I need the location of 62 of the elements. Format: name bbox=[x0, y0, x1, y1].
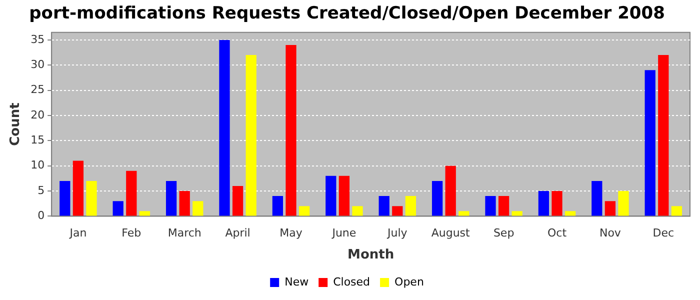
bar bbox=[592, 180, 602, 216]
legend-label: Closed bbox=[333, 275, 370, 288]
bar bbox=[192, 201, 204, 216]
x-tick-label: Dec bbox=[652, 226, 674, 240]
y-tick-label: 5 bbox=[38, 184, 45, 197]
bar bbox=[126, 170, 137, 216]
x-tick-label: August bbox=[431, 226, 471, 240]
bar bbox=[432, 180, 443, 216]
bar bbox=[352, 206, 363, 216]
bar bbox=[538, 191, 550, 216]
y-tick-label: 0 bbox=[38, 209, 45, 222]
bar bbox=[671, 206, 682, 216]
bar bbox=[139, 211, 150, 216]
bar bbox=[72, 160, 84, 216]
bar bbox=[564, 211, 576, 216]
bar bbox=[179, 191, 190, 216]
x-tick-label: June bbox=[331, 226, 356, 240]
bar bbox=[272, 196, 284, 216]
y-tick-label: 35 bbox=[30, 32, 45, 46]
y-tick-label: 20 bbox=[30, 108, 45, 122]
bar bbox=[86, 180, 97, 216]
chart-title: port-modifications Requests Created/Closed/Open December 2008 bbox=[29, 4, 665, 24]
bar bbox=[219, 40, 230, 216]
bar bbox=[644, 70, 656, 216]
x-tick-label: July bbox=[386, 226, 408, 240]
y-tick-label: 10 bbox=[30, 158, 45, 172]
bar bbox=[392, 206, 403, 216]
bar bbox=[512, 211, 522, 216]
y-tick-label: 15 bbox=[30, 134, 45, 147]
bar bbox=[618, 191, 629, 216]
x-tick-label: Sep bbox=[493, 226, 514, 240]
bar bbox=[405, 196, 416, 216]
x-axis-title: Month bbox=[348, 248, 394, 263]
bar bbox=[112, 201, 124, 216]
bar bbox=[232, 186, 244, 216]
bar bbox=[445, 166, 456, 216]
bar bbox=[378, 196, 390, 216]
x-tick-label: Feb bbox=[122, 226, 142, 240]
x-tick-label: Oct bbox=[547, 226, 568, 240]
y-tick-label: 25 bbox=[30, 83, 45, 96]
x-tick-label: April bbox=[225, 226, 250, 240]
legend-label: New bbox=[284, 275, 309, 288]
bar bbox=[604, 201, 616, 216]
x-tick-label: Jan bbox=[68, 226, 87, 240]
bar bbox=[658, 55, 669, 216]
bar bbox=[286, 44, 296, 216]
x-tick-label: Nov bbox=[599, 226, 622, 240]
bar bbox=[552, 191, 562, 216]
bar bbox=[298, 206, 310, 216]
bar bbox=[498, 196, 510, 216]
x-tick-label: March bbox=[168, 226, 202, 240]
bar bbox=[166, 180, 177, 216]
y-axis-title: Count bbox=[8, 102, 24, 146]
bar bbox=[338, 176, 350, 216]
bar bbox=[485, 196, 496, 216]
bar bbox=[246, 55, 256, 216]
bar bbox=[60, 180, 70, 216]
bar bbox=[326, 176, 336, 216]
legend-label: Open bbox=[394, 275, 424, 288]
y-tick-label: 30 bbox=[30, 58, 45, 71]
x-tick-label: May bbox=[280, 226, 303, 240]
bar bbox=[458, 211, 470, 216]
